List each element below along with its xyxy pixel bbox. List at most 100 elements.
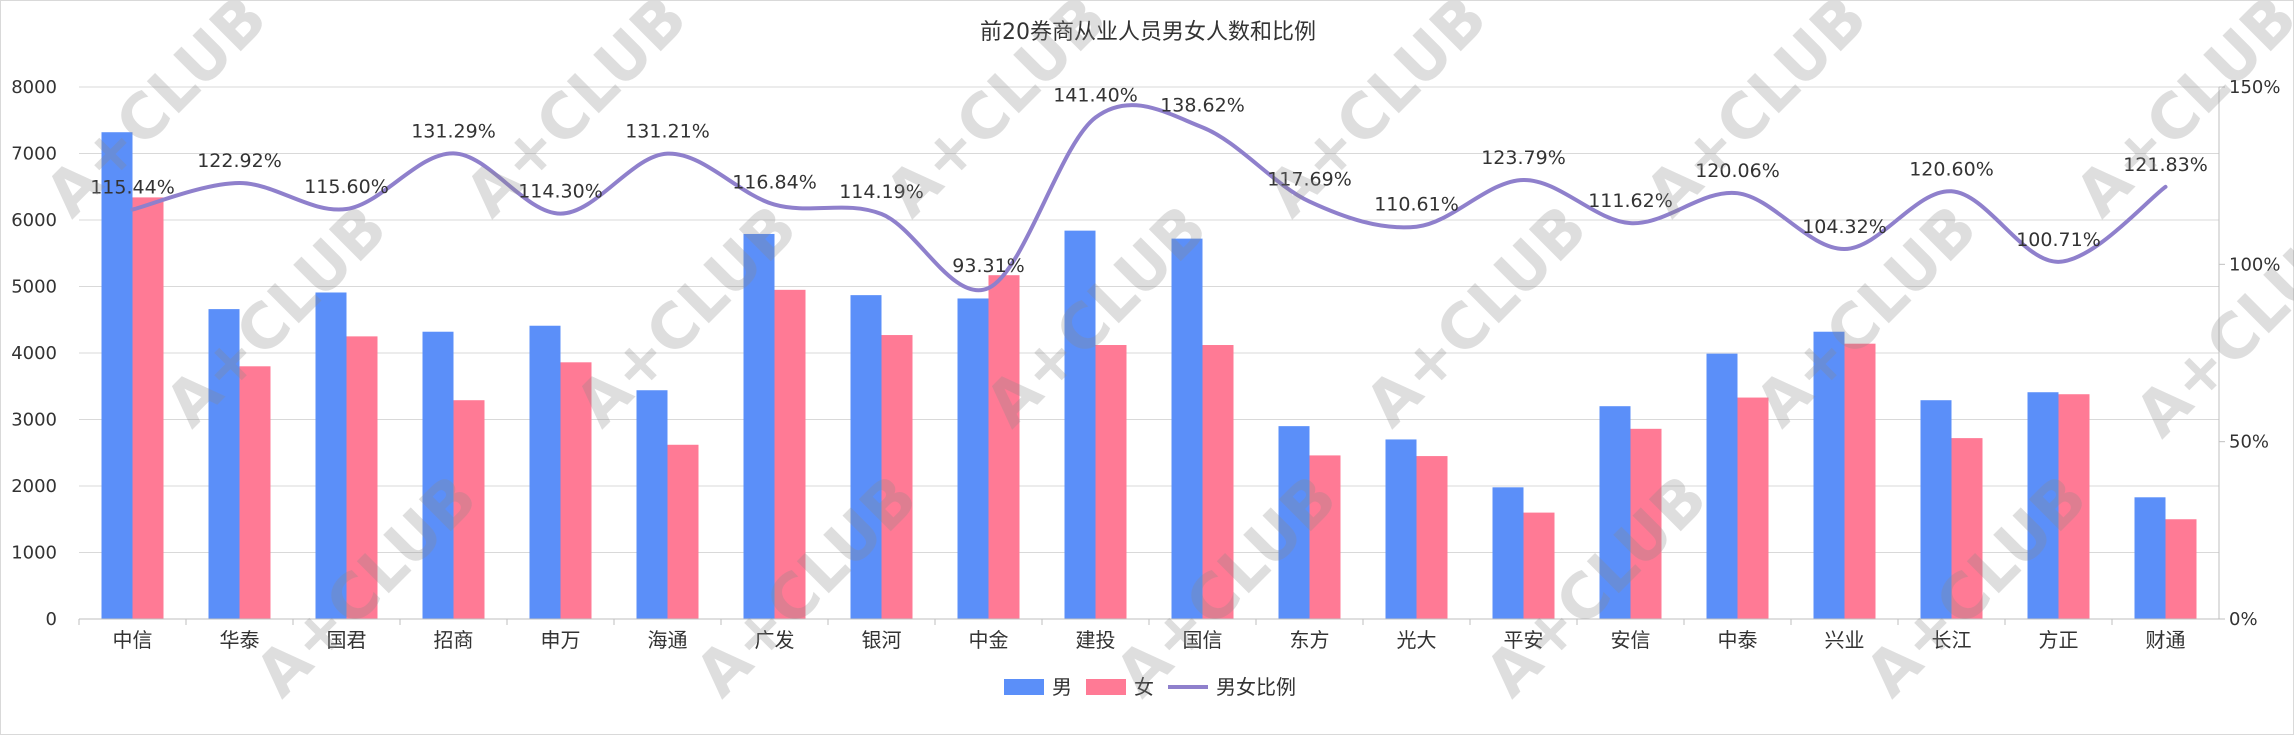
- ratio-data-label: 123.79%: [1481, 147, 1566, 169]
- bar-male: [315, 292, 347, 619]
- ratio-data-label: 114.30%: [518, 181, 603, 203]
- y-left-tick-label: 4000: [11, 343, 57, 364]
- bar-male: [957, 298, 989, 619]
- ratio-data-label: 100.71%: [2016, 229, 2101, 251]
- legend-label-ratio: 男女比例: [1216, 675, 1296, 699]
- category-label: 中信: [113, 628, 153, 652]
- legend-label-female: 女: [1134, 675, 1154, 699]
- y-left-tick-label: 5000: [11, 277, 57, 298]
- category-label: 建投: [1076, 628, 1116, 652]
- category-label: 财通: [2146, 628, 2186, 652]
- bar-female: [1416, 456, 1448, 619]
- y-left-tick-label: 8000: [11, 77, 57, 98]
- category-label: 国君: [327, 628, 367, 652]
- bar-male: [1920, 400, 1952, 619]
- category-label: 海通: [648, 628, 688, 652]
- legend-swatch-female: [1086, 679, 1126, 695]
- bar-female: [988, 275, 1020, 619]
- category-label: 招商: [434, 628, 474, 652]
- ratio-data-label: 131.21%: [625, 121, 710, 143]
- ratio-data-label: 114.19%: [839, 181, 924, 203]
- y-left-tick-label: 2000: [11, 476, 57, 497]
- category-label: 国信: [1183, 628, 1223, 652]
- category-label: 东方: [1290, 628, 1330, 652]
- y-right-tick-label: 0%: [2229, 609, 2258, 630]
- bar-female: [2058, 394, 2090, 619]
- bar-male: [1385, 439, 1417, 619]
- bar-female: [132, 197, 164, 619]
- bar-female: [1844, 343, 1876, 619]
- y-left-tick-label: 6000: [11, 210, 57, 231]
- legend-label-male: 男: [1052, 675, 1072, 699]
- y-left-tick-label: 7000: [11, 144, 57, 165]
- bar-male: [208, 309, 240, 619]
- bar-male: [101, 132, 133, 619]
- ratio-data-label: 104.32%: [1802, 216, 1887, 238]
- ratio-data-label: 117.69%: [1267, 169, 1352, 191]
- bar-male: [1492, 487, 1524, 619]
- ratio-data-label: 116.84%: [732, 172, 817, 194]
- bar-male: [1599, 406, 1631, 619]
- bar-male: [422, 331, 454, 619]
- category-label: 光大: [1397, 628, 1437, 652]
- bar-male: [1171, 238, 1203, 619]
- bar-male: [850, 295, 882, 619]
- category-label: 安信: [1611, 628, 1651, 652]
- ratio-line-path: [130, 103, 2168, 293]
- ratio-line: 115.44% 122.92% 115.60% 131.29% 114.30% 131.2…: [90, 85, 2208, 293]
- bar-female: [2165, 519, 2197, 619]
- y-left-tick-label: 3000: [11, 410, 57, 431]
- y-right-tick-label: 150%: [2229, 77, 2280, 98]
- ratio-data-label: 115.44%: [90, 177, 175, 199]
- bar-female: [1095, 345, 1127, 619]
- left-axis: 0 1000 2000 3000 4000 5000 6000 7000 8000: [11, 77, 57, 630]
- category-label: 华泰: [220, 628, 260, 652]
- y-left-tick-label: 0: [46, 609, 57, 630]
- bar-male: [2134, 497, 2166, 619]
- chart-title: 前20券商从业人员男女人数和比例: [980, 20, 1316, 45]
- ratio-data-label: 141.40%: [1053, 85, 1138, 107]
- bar-male: [1706, 353, 1738, 619]
- ratio-data-label: 138.62%: [1160, 94, 1245, 116]
- bar-male: [1278, 426, 1310, 619]
- bar-female: [1309, 455, 1341, 619]
- ratio-data-label: 115.60%: [304, 176, 389, 198]
- ratio-data-label: 111.62%: [1588, 190, 1673, 212]
- bar-female: [346, 336, 378, 619]
- watermark-text: A+CLUB: [1631, 1, 1881, 231]
- bar-female: [1523, 512, 1555, 619]
- bar-male: [743, 233, 775, 619]
- ratio-data-label: 122.92%: [197, 150, 282, 172]
- ratio-data-label: 93.31%: [952, 255, 1024, 277]
- bar-male: [636, 390, 668, 619]
- bar-female: [1951, 438, 1983, 619]
- bar-female: [881, 335, 913, 619]
- y-left-tick-label: 1000: [11, 543, 57, 564]
- ratio-data-label: 120.60%: [1909, 158, 1994, 180]
- category-label: 平安: [1504, 628, 1544, 652]
- category-label: 方正: [2039, 628, 2079, 652]
- category-label: 申万: [541, 628, 581, 652]
- ratio-data-label: 131.29%: [411, 120, 496, 142]
- bar-female: [1737, 397, 1769, 619]
- watermark-text: A+CLUB: [2121, 201, 2294, 451]
- y-right-tick-label: 50%: [2229, 432, 2269, 453]
- category-label: 中金: [969, 628, 1009, 652]
- y-right-tick-label: 100%: [2229, 254, 2280, 275]
- ratio-data-label: 110.61%: [1374, 194, 1459, 216]
- bar-male: [529, 325, 561, 619]
- category-axis: 中信 华泰 国君 招商 申万 海通 广发 银河 中金 建投 国信 东方 光大 平安 安信 中泰 兴业 长江 方正 财通: [78, 618, 2219, 652]
- bars: [101, 132, 2197, 619]
- category-label: 银河: [862, 628, 902, 652]
- right-axis: 0% 50% 100% 150%: [2218, 77, 2280, 630]
- category-label: 兴业: [1825, 628, 1865, 652]
- legend-swatch-male: [1004, 679, 1044, 695]
- legend: 男 女 男女比例: [1004, 675, 1296, 699]
- bar-male: [1064, 230, 1096, 619]
- bar-female: [1202, 345, 1234, 619]
- bar-male: [1813, 331, 1845, 619]
- category-label: 长江: [1932, 628, 1972, 652]
- ratio-data-label: 120.06%: [1695, 160, 1780, 182]
